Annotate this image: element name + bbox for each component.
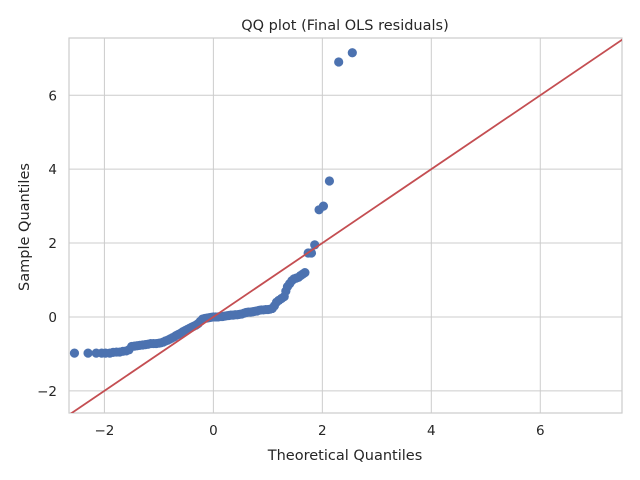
data-point [334, 57, 344, 67]
x-axis-label: Theoretical Quantiles [267, 448, 423, 464]
x-tick-label: 4 [427, 423, 436, 439]
data-point [69, 348, 80, 358]
data-point [306, 248, 317, 258]
data-point [347, 48, 357, 58]
reference-line-group [70, 38, 622, 413]
data-point [318, 201, 329, 211]
y-tick-label: 6 [48, 88, 57, 104]
x-tick-label: 0 [209, 423, 218, 439]
tick-labels: −2 0 2 4 6 −2 0 2 4 6 [37, 88, 544, 439]
reference-line [70, 38, 622, 413]
axes-frame [68, 37, 623, 414]
data-point [324, 176, 335, 186]
x-tick-label: 6 [536, 423, 545, 439]
y-axis-label: Sample Quantiles [17, 163, 33, 291]
grid-lines [69, 38, 622, 413]
plot-area [69, 38, 622, 413]
data-point [300, 268, 310, 278]
x-tick-label: −2 [94, 423, 114, 439]
data-point [83, 348, 93, 358]
plot-frame [68, 37, 623, 414]
y-tick-label: 4 [48, 162, 57, 178]
y-tick-label: 0 [48, 310, 57, 326]
y-tick-label: 2 [48, 236, 57, 252]
x-tick-label: 2 [318, 423, 327, 439]
y-tick-label: −2 [37, 384, 57, 400]
chart-title: QQ plot (Final OLS residuals) [241, 18, 449, 34]
data-points [69, 48, 357, 358]
